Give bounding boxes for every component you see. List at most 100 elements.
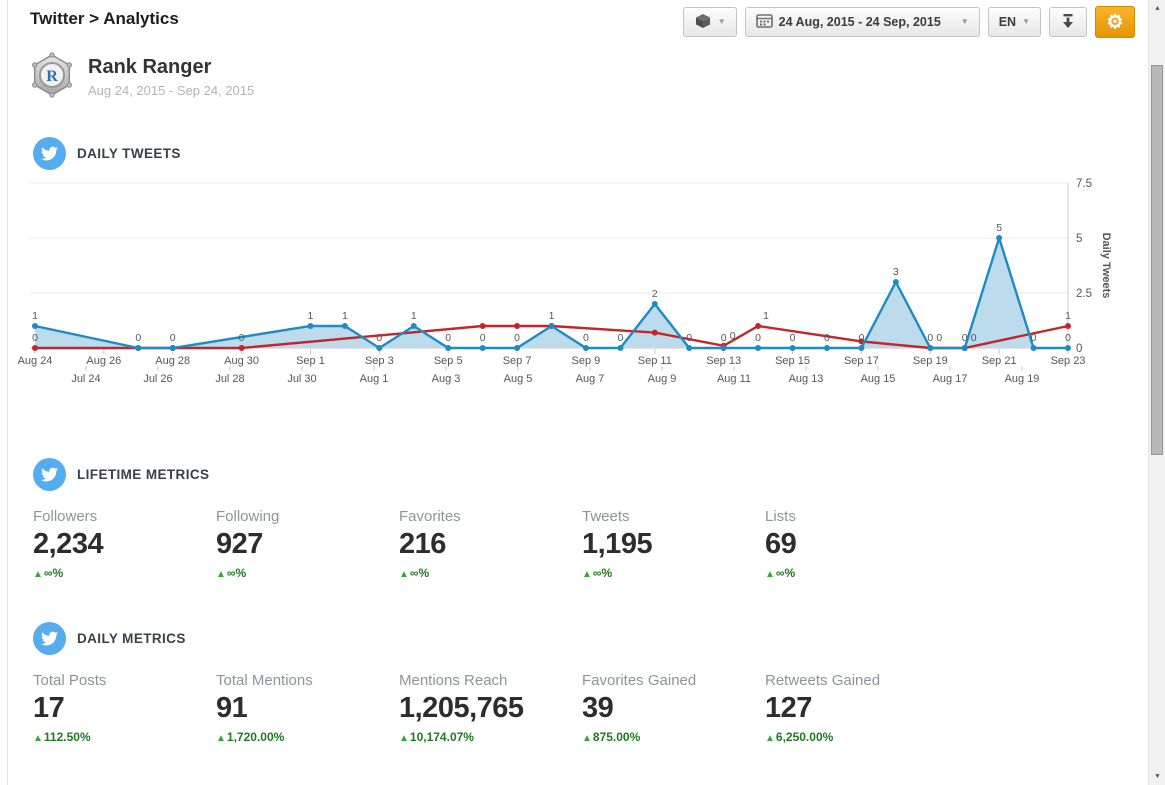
chevron-down-icon: ▼: [960, 17, 969, 26]
metric-value: 216: [399, 528, 446, 560]
trend-up-icon: ▲: [216, 569, 226, 580]
svg-text:Aug 7: Aug 7: [576, 373, 605, 385]
metric-label: Followers: [33, 508, 98, 525]
scrollbar-up-arrow[interactable]: ▲: [1154, 5, 1161, 12]
svg-text:0: 0: [971, 332, 977, 344]
svg-text:1: 1: [549, 310, 555, 322]
daily-tweets-chart-svg: 0 2.5 5 7.5 Daily Tweets Aug 24 Aug 26 Aug 28 Au…: [18, 178, 1112, 385]
metric-value: 927: [216, 528, 263, 560]
scrollbar-thumb[interactable]: [1151, 65, 1163, 455]
svg-text:Aug 1: Aug 1: [360, 373, 389, 385]
trend-up-icon: ▲: [765, 569, 775, 580]
metric-change-value: ∞%: [226, 566, 247, 580]
metric-change: ▲10,174.07%: [399, 730, 582, 744]
daily-metrics-row: Total Posts 17 ▲ 112.50% Total Mentions 91 ▲1,…: [33, 672, 948, 744]
date-range-button[interactable]: 24 Aug, 2015 - 24 Sep, 2015 ▼: [744, 7, 980, 37]
svg-text:0: 0: [962, 332, 968, 344]
svg-text:1: 1: [1065, 310, 1071, 322]
profile-header: R Rank Ranger Aug 24, 2015 - Sep 24, 201…: [30, 52, 254, 103]
svg-text:0: 0: [1031, 332, 1037, 344]
metric-change-value: 10,174.07%: [409, 730, 474, 744]
section-title: DAILY TWEETS: [77, 146, 181, 161]
svg-text:Jul 28: Jul 28: [215, 373, 244, 385]
metric-change: ▲∞%: [765, 566, 948, 580]
svg-text:0: 0: [755, 332, 761, 344]
metric-label: Total Mentions: [216, 672, 313, 689]
svg-text:Sep 5: Sep 5: [434, 355, 463, 367]
svg-text:Aug 5: Aug 5: [504, 373, 533, 385]
svg-text:0: 0: [927, 332, 933, 344]
trend-up-icon: ▲: [33, 569, 43, 580]
metric-label: Retweets Gained: [765, 672, 881, 689]
metric-change: ▲∞%: [399, 566, 582, 580]
trend-up-icon: ▲: [582, 569, 592, 580]
svg-text:Sep 19: Sep 19: [913, 355, 948, 367]
metric-value: 127: [765, 692, 812, 724]
metric-value: 17: [33, 692, 65, 724]
scrollbar-down-arrow[interactable]: ▼: [1154, 773, 1161, 780]
trend-up-icon: ▲: [582, 733, 592, 744]
svg-text:Aug 11: Aug 11: [717, 373, 751, 385]
metric-change: ▲1,720.00%: [216, 730, 399, 744]
svg-text:Sep 7: Sep 7: [503, 355, 532, 367]
metric-change-value: 112.50%: [43, 730, 91, 744]
metric-value: 2,234: [33, 528, 104, 560]
svg-text:Aug 3: Aug 3: [432, 373, 461, 385]
chevron-down-icon: ▼: [717, 17, 726, 26]
metric-change: ▲∞%: [33, 566, 216, 580]
svg-text:0: 0: [480, 332, 486, 344]
metric-change-value: 1,720.00%: [226, 730, 285, 744]
svg-text:2: 2: [652, 288, 658, 300]
svg-text:Aug 30: Aug 30: [224, 355, 259, 367]
gear-icon: ⚙: [1106, 11, 1124, 33]
svg-text:1: 1: [411, 310, 417, 322]
language-dropdown-button[interactable]: EN ▼: [987, 7, 1041, 37]
svg-text:2.5: 2.5: [1076, 288, 1092, 300]
metric-value: 1,205,765: [399, 692, 524, 724]
profile-date-range: Aug 24, 2015 - Sep 24, 2015: [88, 83, 255, 98]
svg-text:5: 5: [1076, 233, 1082, 245]
section-daily-metrics: DAILY METRICS: [33, 622, 186, 655]
svg-text:Jul 26: Jul 26: [143, 373, 172, 385]
download-button[interactable]: [1049, 7, 1087, 37]
metric-label: Mentions Reach: [399, 672, 508, 689]
svg-text:0: 0: [858, 332, 864, 344]
metric-label: Favorites: [399, 508, 461, 525]
language-label: EN: [998, 15, 1017, 29]
metric-item: Favorites 216 ▲∞%: [399, 508, 582, 580]
svg-text:0: 0: [686, 332, 692, 344]
svg-text:1: 1: [763, 310, 769, 322]
svg-text:1: 1: [32, 310, 38, 322]
metric-change: ▲∞%: [582, 566, 765, 580]
toolbar: ▼ 24 Aug, 2015 - 24 Sep, 2015 ▼ EN ▼: [682, 6, 1135, 38]
twitter-icon: [33, 137, 66, 170]
svg-text:0: 0: [445, 332, 451, 344]
metric-item: Total Mentions 91 ▲1,720.00%: [216, 672, 399, 744]
metric-change: ▲∞%: [216, 566, 399, 580]
trend-up-icon: ▲: [216, 733, 226, 744]
svg-text:0: 0: [32, 332, 38, 344]
section-lifetime-metrics: LIFETIME METRICS: [33, 458, 209, 491]
metric-value: 69: [765, 528, 797, 560]
metric-label: Total Posts: [33, 672, 107, 689]
svg-text:Sep 15: Sep 15: [775, 355, 810, 367]
metric-item: Following 927 ▲∞%: [216, 508, 399, 580]
section-title: DAILY METRICS: [77, 631, 186, 646]
svg-text:0: 0: [1076, 343, 1082, 355]
scrollbar[interactable]: ▲ ▼: [1148, 0, 1165, 785]
svg-text:Aug 17: Aug 17: [933, 373, 968, 385]
calendar-icon: [755, 13, 773, 31]
trend-up-icon: ▲: [399, 569, 409, 580]
metric-item: Retweets Gained 127 ▲6,250.00%: [765, 672, 948, 744]
svg-text:Jul 30: Jul 30: [287, 373, 316, 385]
metric-change-value: ∞%: [592, 566, 613, 580]
settings-button[interactable]: ⚙: [1095, 6, 1135, 38]
module-dropdown-button[interactable]: ▼: [682, 7, 737, 37]
chevron-down-icon: ▼: [1022, 17, 1030, 26]
svg-text:R: R: [46, 68, 58, 85]
metric-value: 1,195: [582, 528, 653, 560]
metric-change: ▲875.00%: [582, 730, 765, 744]
metric-label: Favorites Gained: [582, 672, 697, 689]
lifetime-metrics-row: Followers 2,234 ▲∞% Following 927 ▲∞% Favorite…: [33, 508, 948, 580]
trend-up-icon: ▲: [765, 733, 775, 744]
